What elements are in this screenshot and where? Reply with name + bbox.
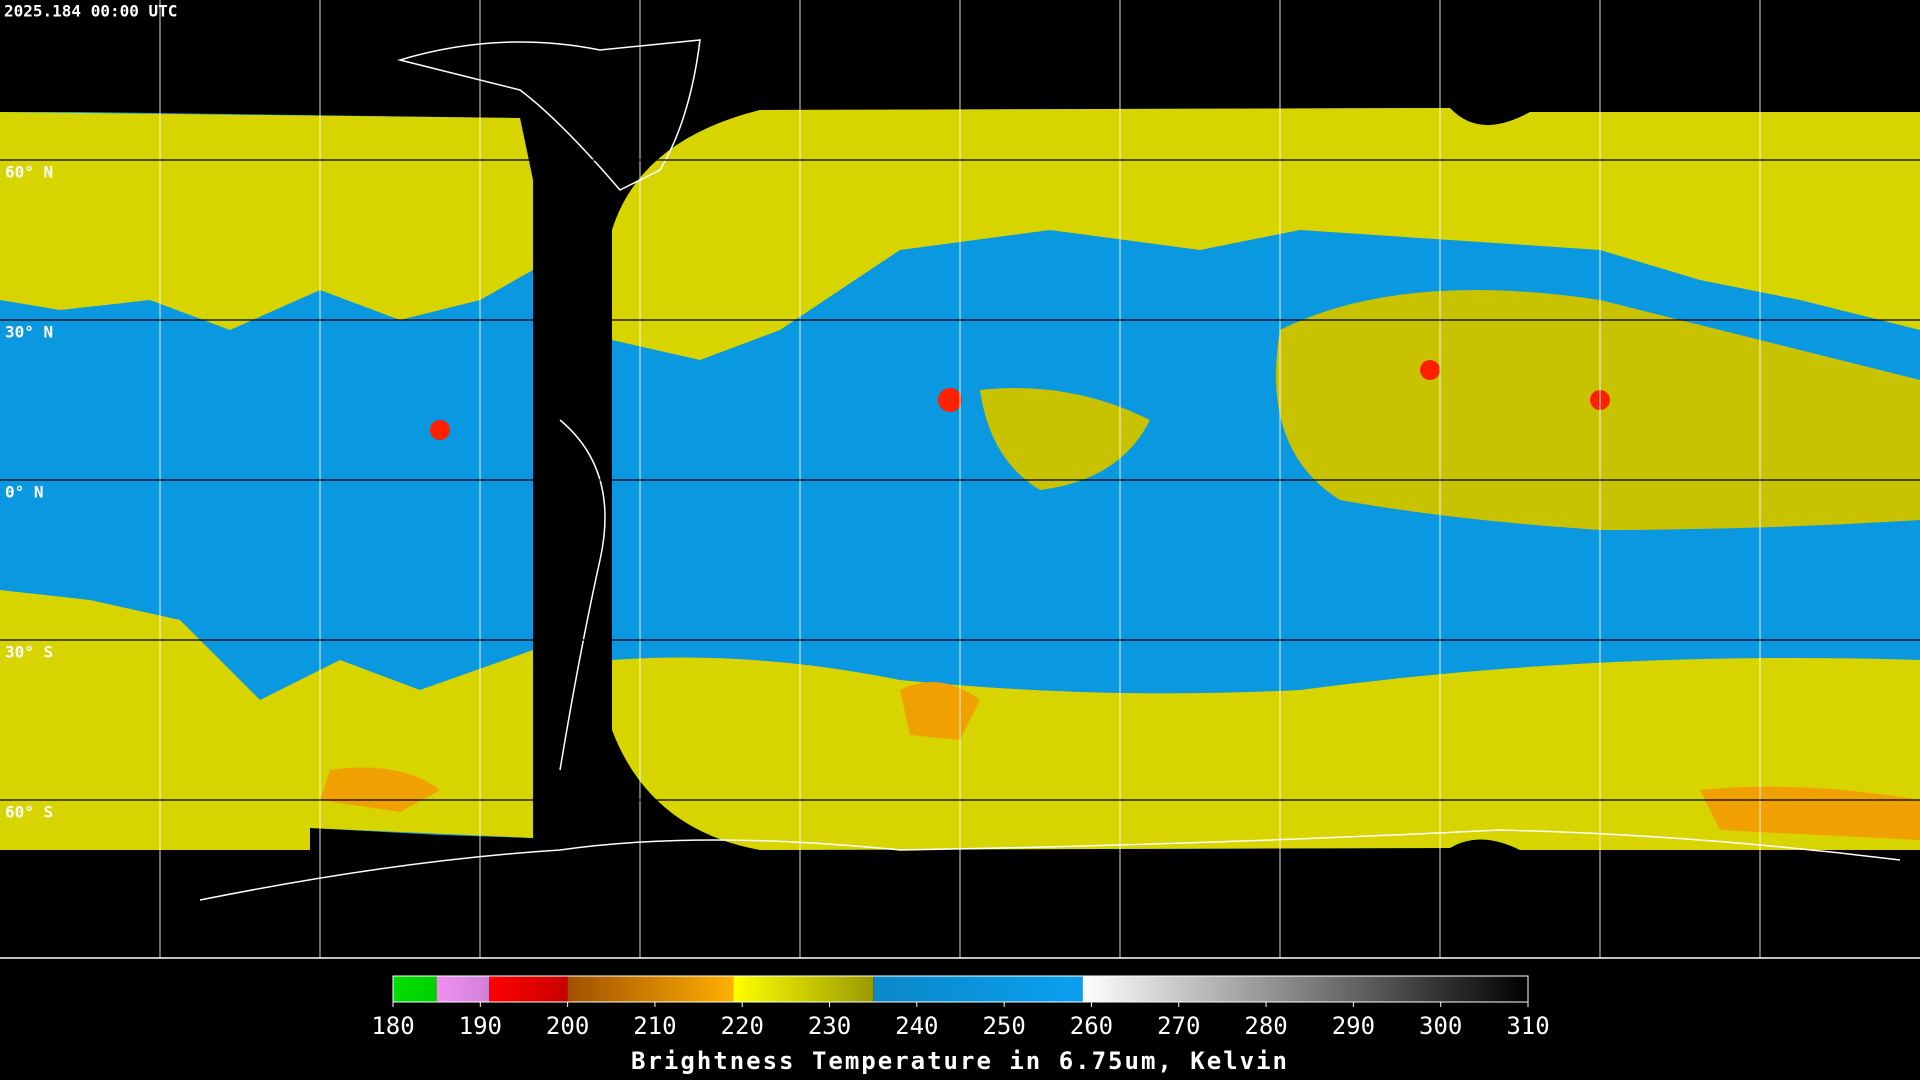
colorbar-segment — [733, 976, 874, 1002]
colorbar-tick-label: 300 — [1419, 1012, 1462, 1040]
colorbar-tick-label: 270 — [1157, 1012, 1200, 1040]
colorbar-segment — [489, 976, 568, 1002]
colorbar-tick-label: 250 — [982, 1012, 1025, 1040]
colorbar-segment — [567, 976, 734, 1002]
colorbar-tick-label: 200 — [546, 1012, 589, 1040]
convection — [1420, 360, 1440, 380]
colorbar: 180 190 200 210 220 230 240 250 260 270 280 290 300 3… — [371, 975, 1550, 1040]
colorbar-frame — [392, 975, 1529, 1003]
moist-band — [1276, 290, 1920, 530]
colorbar-tick-label: 310 — [1506, 1012, 1549, 1040]
colorbar-segment — [436, 976, 490, 1002]
timestamp: 2025.184 00:00 UTC — [4, 2, 177, 21]
colorbar-tick-label: 290 — [1332, 1012, 1375, 1040]
latitude-label: 30° N — [5, 323, 53, 342]
moist-band — [612, 108, 1920, 360]
latitude-label: 60° S — [5, 803, 53, 822]
latitude-label: 0° N — [5, 483, 44, 502]
colorbar-tick-label: 230 — [808, 1012, 851, 1040]
colorbar-tick-label: 220 — [721, 1012, 764, 1040]
moist-band — [0, 112, 533, 330]
latitude-labels: 60° N 30° N 0° N 30° S 60° S — [5, 163, 53, 822]
dry-warm — [320, 767, 440, 812]
colorbar-tick-label: 240 — [895, 1012, 938, 1040]
convection — [938, 388, 962, 412]
imagery — [0, 108, 1920, 850]
convection — [430, 420, 450, 440]
latitude-label: 60° N — [5, 163, 53, 182]
colorbar-tick-label: 280 — [1244, 1012, 1287, 1040]
latitude-label: 30° S — [5, 643, 53, 662]
colorbar-tick-label: 260 — [1070, 1012, 1113, 1040]
colorbar-segment — [873, 976, 1083, 1002]
colorbar-tick-label: 190 — [459, 1012, 502, 1040]
colorbar-tick-label: 210 — [633, 1012, 676, 1040]
colorbar-segment — [1082, 976, 1528, 1002]
colorbar-tick-label: 180 — [371, 1012, 414, 1040]
colorbar-label: Brightness Temperature in 6.75um, Kelvin — [631, 1047, 1289, 1075]
graticule — [0, 0, 1920, 959]
moist-band — [980, 388, 1150, 490]
colorbar-segment — [393, 976, 437, 1002]
